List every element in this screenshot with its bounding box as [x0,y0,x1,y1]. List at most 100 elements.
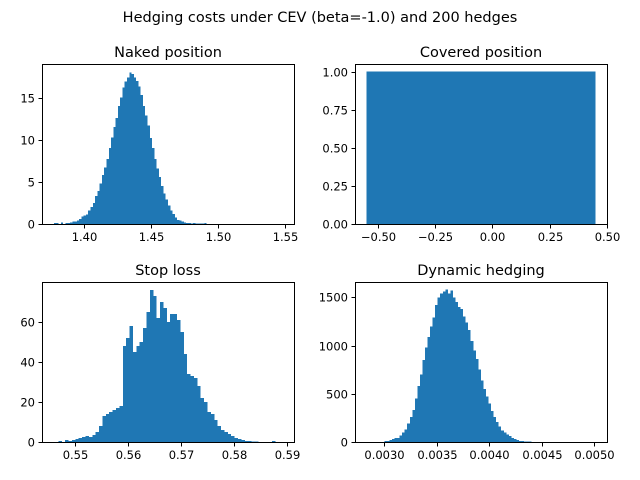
histogram-bar [143,328,147,442]
histogram-bar [90,207,93,224]
histogram-bar [132,352,137,442]
histogram-bar [427,336,431,442]
histogram-bar [71,440,76,442]
histogram-bar [366,71,596,225]
histogram-bar [136,80,139,224]
histogram-bar [412,410,415,442]
histogram-bar [214,420,218,442]
histogram-bar [521,441,525,442]
histogram-bar [488,403,492,442]
y-tick-label: 1.00 [322,66,348,80]
histogram-bar [480,380,484,442]
histogram-bar [74,221,77,224]
histogram-bar [161,186,164,224]
histogram-bar [468,330,471,442]
histogram-bar [470,340,474,442]
histogram-bar [113,127,116,224]
x-tick-label: 0.50 [595,230,621,244]
histogram-bar [224,432,228,442]
histogram-bar [102,416,106,442]
histogram-bar [475,359,479,442]
histogram-bar [133,77,137,224]
histogram-bar [95,196,98,224]
histogram-bar [193,223,196,224]
histogram-bar [391,439,395,442]
histogram-bar [503,432,507,442]
histogram-bar [399,435,403,442]
histogram-bar [65,223,68,224]
histogram-bar [465,322,469,442]
x-tick-label: 0.55 [63,448,89,462]
histogram-bar [70,222,73,224]
histogram-bar [516,440,520,442]
histogram-bar [156,318,161,442]
histogram-bar [83,215,86,224]
histogram-bar [109,412,113,442]
histogram-bar [158,176,162,224]
histogram-bar [79,218,82,224]
histogram-bar [501,430,504,442]
histogram-bar [493,416,497,442]
histogram-bar [452,297,456,442]
histogram-bar [99,183,102,224]
y-tick-label: 0 [28,436,35,450]
histogram-bar [414,398,418,442]
histogram-bar [177,320,181,442]
histogram-bar [496,421,499,442]
histogram-bar [153,296,157,442]
histogram-bar [140,95,143,224]
x-tick-label: 1.40 [72,230,98,244]
subplot-title: Covered position [420,45,542,61]
histogram-bar [491,411,494,442]
histogram-bar [417,386,420,442]
histogram-bar [445,289,448,442]
y-tick-label: 10 [20,134,35,148]
histogram-bar [146,312,150,442]
y-tick-label: 0 [28,218,35,232]
histogram-bar [389,440,392,442]
y-tick-label: 0 [341,436,348,450]
histogram-bar [154,159,157,224]
histogram-bar [188,223,191,224]
histogram-bar [231,436,235,442]
histogram-bar [190,376,194,442]
histogram-bar [442,291,446,442]
histogram-bar [430,326,433,442]
histogram-bar [221,430,225,442]
x-tick-label: 0.56 [116,448,142,462]
histogram-bar [108,148,112,224]
histogram-bar [217,426,222,442]
axes-frame [355,282,608,443]
histogram-bar [498,426,502,442]
histogram-bar [271,441,276,442]
y-tick-label: 0.75 [322,104,348,118]
histogram-bar [463,316,466,442]
histogram-bar [111,137,114,224]
histogram-bar [394,438,398,442]
histogram-bar [124,81,127,225]
histogram-bar [237,439,242,442]
histogram-bar [173,314,177,442]
histogram-bar [56,223,59,224]
histogram-bar [116,408,120,442]
histogram-bar [227,434,232,442]
x-tick-label: 0.0035 [417,448,457,462]
histogram-bar [126,338,130,442]
histogram-bar [450,290,453,442]
y-tick-label: 40 [20,356,35,370]
histogram-bar [160,302,164,442]
x-tick-label: 0.00 [480,230,506,244]
histogram-bar [179,220,182,224]
histogram-bar [197,386,201,442]
histogram-bar [122,346,127,442]
histogram-bar [152,148,155,224]
x-tick-label: 0.0050 [574,448,614,462]
histogram-bar [147,125,150,224]
histogram-bar [183,354,188,442]
histogram-bar [85,214,89,224]
histogram-bar [455,302,459,442]
histogram-bar [248,441,252,442]
subplot-title: Naked position [114,45,222,61]
histogram-bar [122,87,125,224]
